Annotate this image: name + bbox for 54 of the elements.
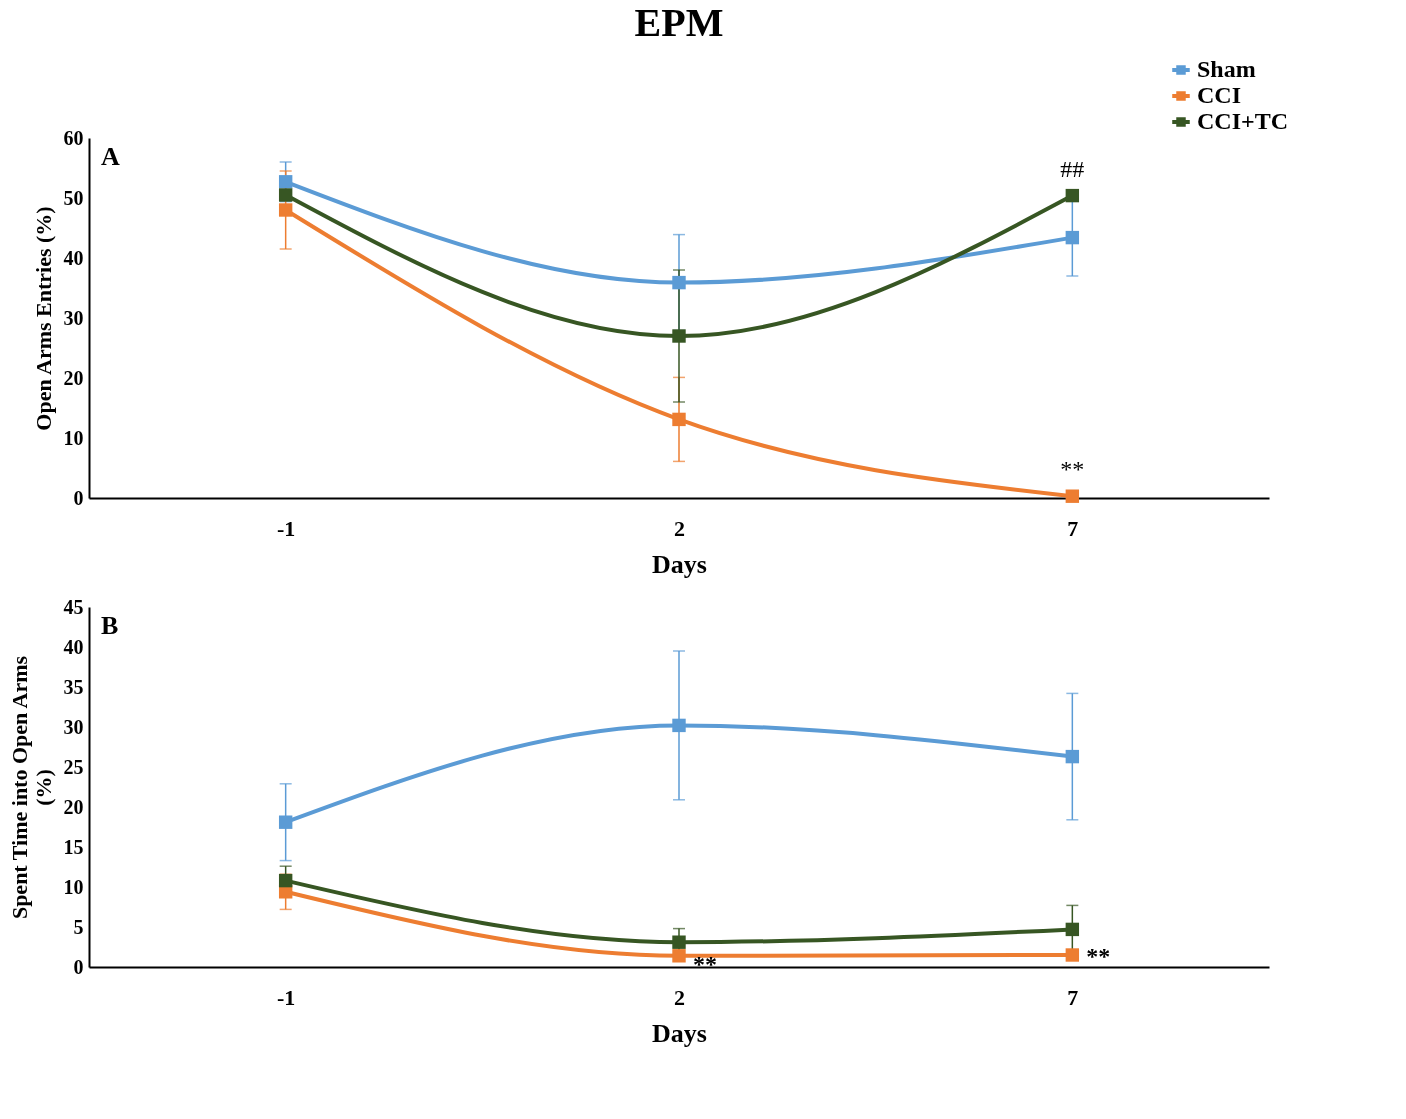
point: [672, 412, 686, 427]
point: [278, 175, 293, 189]
legend-label: CCI: [1197, 82, 1242, 108]
point: [672, 935, 686, 949]
point: [672, 329, 686, 343]
annotation: B: [101, 611, 119, 640]
x-tick-label: 2: [674, 984, 685, 1010]
y-tick-label: 0: [73, 486, 84, 509]
y-tick-label: 0: [73, 955, 84, 978]
annotation: ##: [1060, 155, 1085, 182]
annotation: **: [1060, 456, 1085, 483]
y-tick-label: 20: [63, 366, 84, 389]
point: [278, 188, 293, 202]
y-tick-label: 20: [63, 795, 84, 818]
y-tick-label: 30: [63, 306, 84, 329]
x-tick-label: -1: [277, 984, 296, 1010]
point: [1065, 230, 1080, 245]
x-tick-label: -1: [277, 515, 296, 541]
y-tick-label: 10: [63, 426, 84, 449]
chart-title: EPM: [634, 0, 724, 45]
y-tick-label: 25: [63, 755, 84, 778]
annotation: **: [1086, 942, 1111, 969]
y-tick-label: 35: [63, 675, 84, 698]
y-tick-label: 30: [63, 715, 84, 738]
y-tick-label: 50: [63, 186, 84, 209]
point: [278, 203, 293, 217]
annotation: A: [101, 142, 120, 171]
point: [672, 718, 686, 733]
point: [278, 873, 293, 888]
point: [672, 949, 686, 963]
point: [1065, 948, 1080, 962]
x-tick-label: 7: [1067, 515, 1079, 541]
y-tick-label: 15: [63, 835, 84, 858]
legend-label: CCI+TC: [1197, 108, 1289, 134]
point: [672, 275, 686, 290]
y-tick-label: 40: [63, 246, 84, 269]
y-tick-label: 5: [73, 915, 84, 938]
x-axis-title: Days: [652, 1018, 707, 1048]
y-tick-label: 40: [63, 635, 84, 658]
point: [1065, 489, 1080, 503]
x-axis-title: Days: [652, 549, 707, 579]
point: [278, 815, 293, 829]
y-axis-title: Spent Time into Open Arms (%): [6, 655, 56, 920]
annotation: **: [693, 950, 717, 977]
x-tick-label: 2: [674, 515, 685, 541]
y-axis-title: Open Arms Entries (%): [30, 206, 56, 431]
y-tick-label: 10: [63, 875, 84, 898]
y-tick-label: 45: [63, 595, 84, 618]
point: [1065, 922, 1080, 937]
point: [1065, 188, 1080, 203]
y-tick-label: 60: [63, 126, 84, 149]
point: [1065, 749, 1080, 764]
x-tick-label: 7: [1067, 984, 1079, 1010]
legend-label: Sham: [1197, 56, 1256, 82]
